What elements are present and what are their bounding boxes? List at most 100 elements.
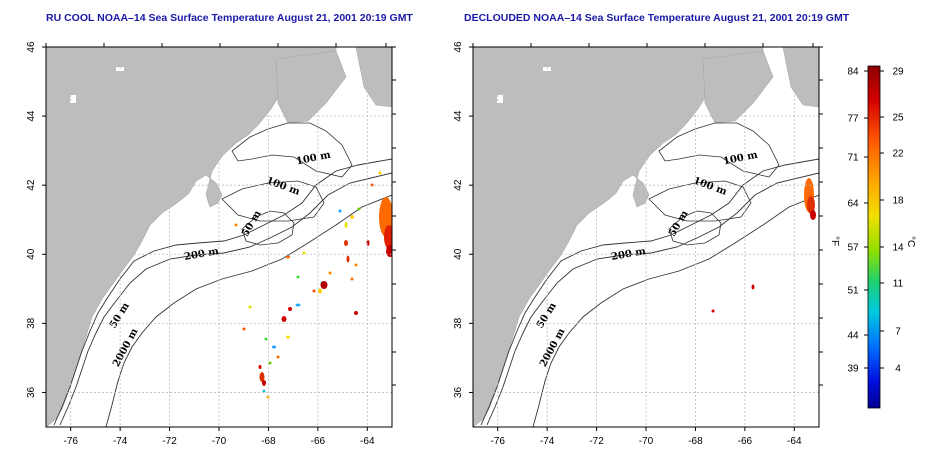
sst-pixel-patch <box>751 284 755 290</box>
lat-tick-label: 46 <box>453 41 464 53</box>
lat-tick-label: 38 <box>453 317 464 329</box>
lon-tick-label: -66 <box>311 436 326 447</box>
sst-pixel-patch <box>357 207 361 211</box>
colorbar-c-label: 11 <box>893 279 904 290</box>
lon-tick-label: -70 <box>212 436 227 447</box>
lat-tick-label: 40 <box>26 248 37 260</box>
sst-pixel-patch <box>354 311 358 315</box>
colorbar-f-label: 57 <box>847 243 859 254</box>
sst-pixel-patch <box>350 215 354 219</box>
colorbar-f-label: 64 <box>847 199 859 210</box>
lat-tick-label: 36 <box>26 386 37 398</box>
sst-pixel-patch <box>328 271 332 275</box>
colorbar-f-label: 77 <box>847 114 859 125</box>
sst-pixel-patch <box>312 289 316 293</box>
depth-contour <box>59 172 392 426</box>
sst-pixel-patch <box>286 255 290 259</box>
sst-pixel-patch <box>281 316 287 322</box>
lon-tick-label: -74 <box>540 436 555 447</box>
lon-tick-label: -72 <box>162 436 177 447</box>
sst-pixel-patch <box>272 345 276 349</box>
lat-tick-label: 44 <box>26 110 37 122</box>
sst-pixel-patch <box>386 245 392 257</box>
sst-pixel-patch <box>262 389 266 393</box>
sst-pixel-patch <box>268 361 272 365</box>
sst-pixel-patch <box>286 335 290 339</box>
sst-pixel-patch <box>320 281 328 289</box>
colorbar-c-label: 7 <box>895 327 901 338</box>
graticule <box>46 47 392 427</box>
colorbar-c-label: 18 <box>892 196 904 207</box>
sst-pixel-patch <box>711 309 715 313</box>
lat-tick-label: 44 <box>453 110 464 122</box>
lake <box>70 95 76 103</box>
sst-pixel-patch <box>384 225 392 249</box>
bank-contour <box>658 122 780 178</box>
sst-pixel-patch <box>807 196 815 214</box>
lon-tick-label: -70 <box>639 436 654 447</box>
sst-pixel-patch <box>264 337 268 341</box>
depth-contour <box>532 194 819 427</box>
colorbar-f-label: 51 <box>847 286 859 297</box>
colorbar-c-label: 22 <box>892 149 904 160</box>
sst-pixel-patch <box>810 210 816 220</box>
depth-contour <box>53 158 392 426</box>
sst-pixel-patch <box>296 275 300 279</box>
colorbar: 84 77 71 64 57 51 44 39 29 25 22 18 14 11 7 4 °F °C <box>829 65 916 409</box>
colorbar-f-label: 71 <box>847 153 859 164</box>
lat-tick-label: 38 <box>26 317 37 329</box>
sst-pixel-patch <box>378 171 382 175</box>
sst-pixel-patch <box>318 288 322 294</box>
lon-tick-label: -64 <box>787 436 802 447</box>
sst-pixel-patch <box>346 255 350 263</box>
lon-tick-label: -74 <box>113 436 128 447</box>
lon-tick-label: -68 <box>261 436 276 447</box>
lon-tick-label: -76 <box>490 436 505 447</box>
island-land <box>702 50 774 124</box>
sst-pixel-patch <box>354 263 358 267</box>
lon-tick-label: -76 <box>63 436 78 447</box>
sst-pixel-patch <box>338 209 342 213</box>
celsius-unit-label: °C <box>905 236 916 247</box>
sst-pixel-patch <box>266 395 270 399</box>
sst-pixel-patch <box>258 365 262 369</box>
sst-pixel-patch <box>276 355 280 359</box>
sst-pixel-patch <box>344 240 348 246</box>
depth-contour <box>105 194 392 427</box>
lon-tick-label: -66 <box>738 436 753 447</box>
lon-tick-label: -64 <box>360 436 375 447</box>
colorbar-f-label: 84 <box>847 67 859 78</box>
sst-pixel-patch <box>262 380 266 386</box>
lon-tick-label: -68 <box>688 436 703 447</box>
lake <box>497 95 503 103</box>
lat-tick-label: 42 <box>453 179 464 191</box>
lon-tick-label: -72 <box>589 436 604 447</box>
fahrenheit-unit-label: °F <box>829 236 840 246</box>
bank-contour <box>241 210 295 246</box>
colorbar-f-label: 39 <box>847 364 859 375</box>
bank-contour <box>231 122 353 178</box>
sst-pixel-patch <box>288 307 292 311</box>
lat-tick-label: 36 <box>453 386 464 398</box>
colorbar-c-label: 25 <box>892 113 904 124</box>
sst-pixel-patch <box>248 305 252 309</box>
sst-pixel-patch <box>302 251 306 255</box>
lat-tick-label: 46 <box>26 41 37 53</box>
sst-pixel-patch <box>344 222 348 228</box>
colorbar-f-label: 44 <box>847 331 859 342</box>
sst-pixel-patch <box>350 277 354 281</box>
island-land <box>355 47 392 108</box>
colorbar-gradient <box>867 65 881 409</box>
colorbar-c-label: 14 <box>892 243 904 254</box>
graticule <box>473 47 819 427</box>
depth-contour <box>486 172 819 426</box>
lat-tick-label: 40 <box>453 248 464 260</box>
bank-contour <box>668 210 722 246</box>
sst-pixel-patch <box>259 372 265 382</box>
sst-pixel-patch <box>295 303 301 307</box>
